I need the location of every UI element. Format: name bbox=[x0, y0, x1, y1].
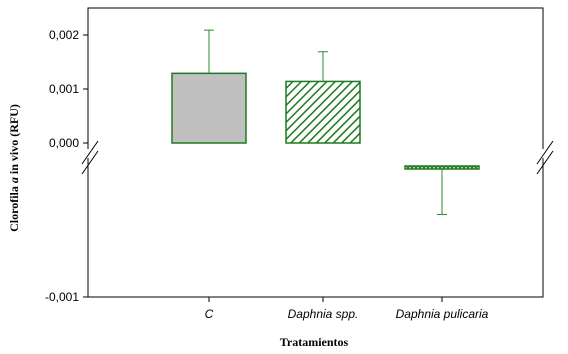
bar-2 bbox=[285, 80, 361, 144]
y-tick-label: 0,001 bbox=[49, 82, 79, 96]
y-axis-title: Clorofila a in vivo (RFU) bbox=[7, 104, 21, 232]
y-tick-label: 0,000 bbox=[49, 136, 79, 150]
x-axis-title: Tratamientos bbox=[280, 335, 349, 349]
category-label: Daphnia spp. bbox=[288, 307, 359, 321]
bars-group bbox=[171, 72, 480, 170]
bar-1 bbox=[171, 72, 247, 144]
frame-top-part bbox=[87, 7, 544, 149]
category-label: C bbox=[205, 307, 214, 321]
error-bars-group bbox=[204, 29, 447, 302]
frame-bottom-part bbox=[87, 158, 544, 298]
y-tick-label: 0,002 bbox=[49, 28, 79, 42]
category-label: Daphnia pulicaria bbox=[396, 307, 489, 321]
axis-break-mark-left bbox=[81, 140, 99, 165]
x-axis-labels: C Daphnia spp. Daphnia pulicaria bbox=[205, 307, 489, 321]
axis-break-mark-left bbox=[81, 150, 99, 175]
bar-3 bbox=[404, 165, 480, 170]
y-axis-ticks: 0,002 0,001 0,000 -0,001 bbox=[45, 28, 88, 304]
axis-break-mark-right bbox=[536, 150, 554, 175]
y-axis-title-part: in vivo (RFU) bbox=[7, 104, 21, 177]
axis-break-mark-right bbox=[536, 140, 554, 165]
y-tick-label: -0,001 bbox=[45, 290, 79, 304]
y-axis-title-italic: a bbox=[7, 177, 21, 183]
y-axis-title-part: Clorofila bbox=[7, 183, 21, 232]
plot-frame bbox=[81, 7, 554, 298]
